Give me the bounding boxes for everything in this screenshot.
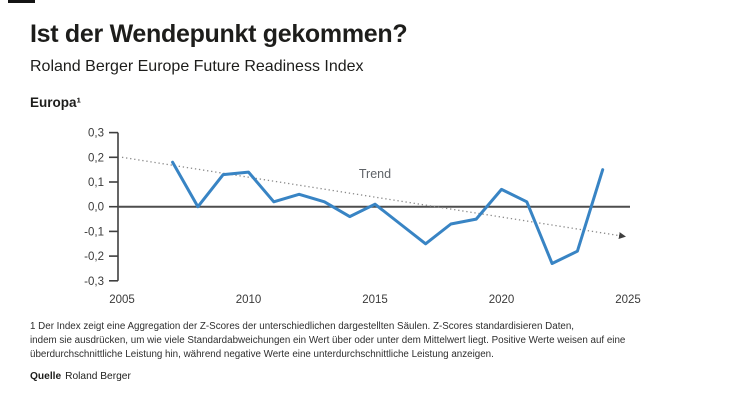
page-title: Ist der Wendepunkt gekommen?	[30, 20, 408, 48]
y-tick-label: 0,3	[88, 128, 104, 140]
y-tick-label: 0,2	[88, 152, 104, 164]
data-series-line	[171, 160, 605, 265]
page-subtitle: Roland Berger Europe Future Readiness In…	[30, 58, 364, 75]
y-tick-label: -0,3	[84, 276, 104, 288]
y-tick-label: -0,2	[84, 251, 104, 263]
x-tick-label: 2005	[109, 294, 135, 306]
footnote-line: überdurchschnittliche Leistung hin, währ…	[30, 349, 494, 360]
footnote-line: indem sie ausdrücken, um wie viele Stand…	[30, 335, 626, 346]
x-tick-label: 2025	[615, 294, 641, 306]
footnote-line: 1 Der Index zeigt eine Aggregation der Z…	[30, 321, 575, 332]
line-chart: 0,3 0,2 0,1 0,0 -0,1 -0,2 -0,3 Trend 2005 2010 201…	[84, 128, 641, 306]
footnote: 1 Der Index zeigt eine Aggregation der Z…	[30, 320, 680, 362]
x-tick-label: 2020	[489, 294, 515, 306]
x-tick-label: 2015	[362, 294, 388, 306]
y-tick-label: 0,1	[88, 177, 104, 189]
source-label: Quelle	[30, 371, 62, 382]
chart-series-label: Europa¹	[30, 95, 82, 110]
y-tick-label: -0,1	[84, 226, 104, 238]
source-line: Quelle Roland Berger	[30, 371, 131, 382]
trend-label: Trend	[359, 167, 391, 181]
x-tick-label: 2010	[236, 294, 262, 306]
y-tick-label: 0,0	[88, 202, 104, 214]
source-value: Roland Berger	[65, 371, 131, 382]
crop-mark	[8, 0, 35, 3]
trend-line	[121, 156, 626, 240]
